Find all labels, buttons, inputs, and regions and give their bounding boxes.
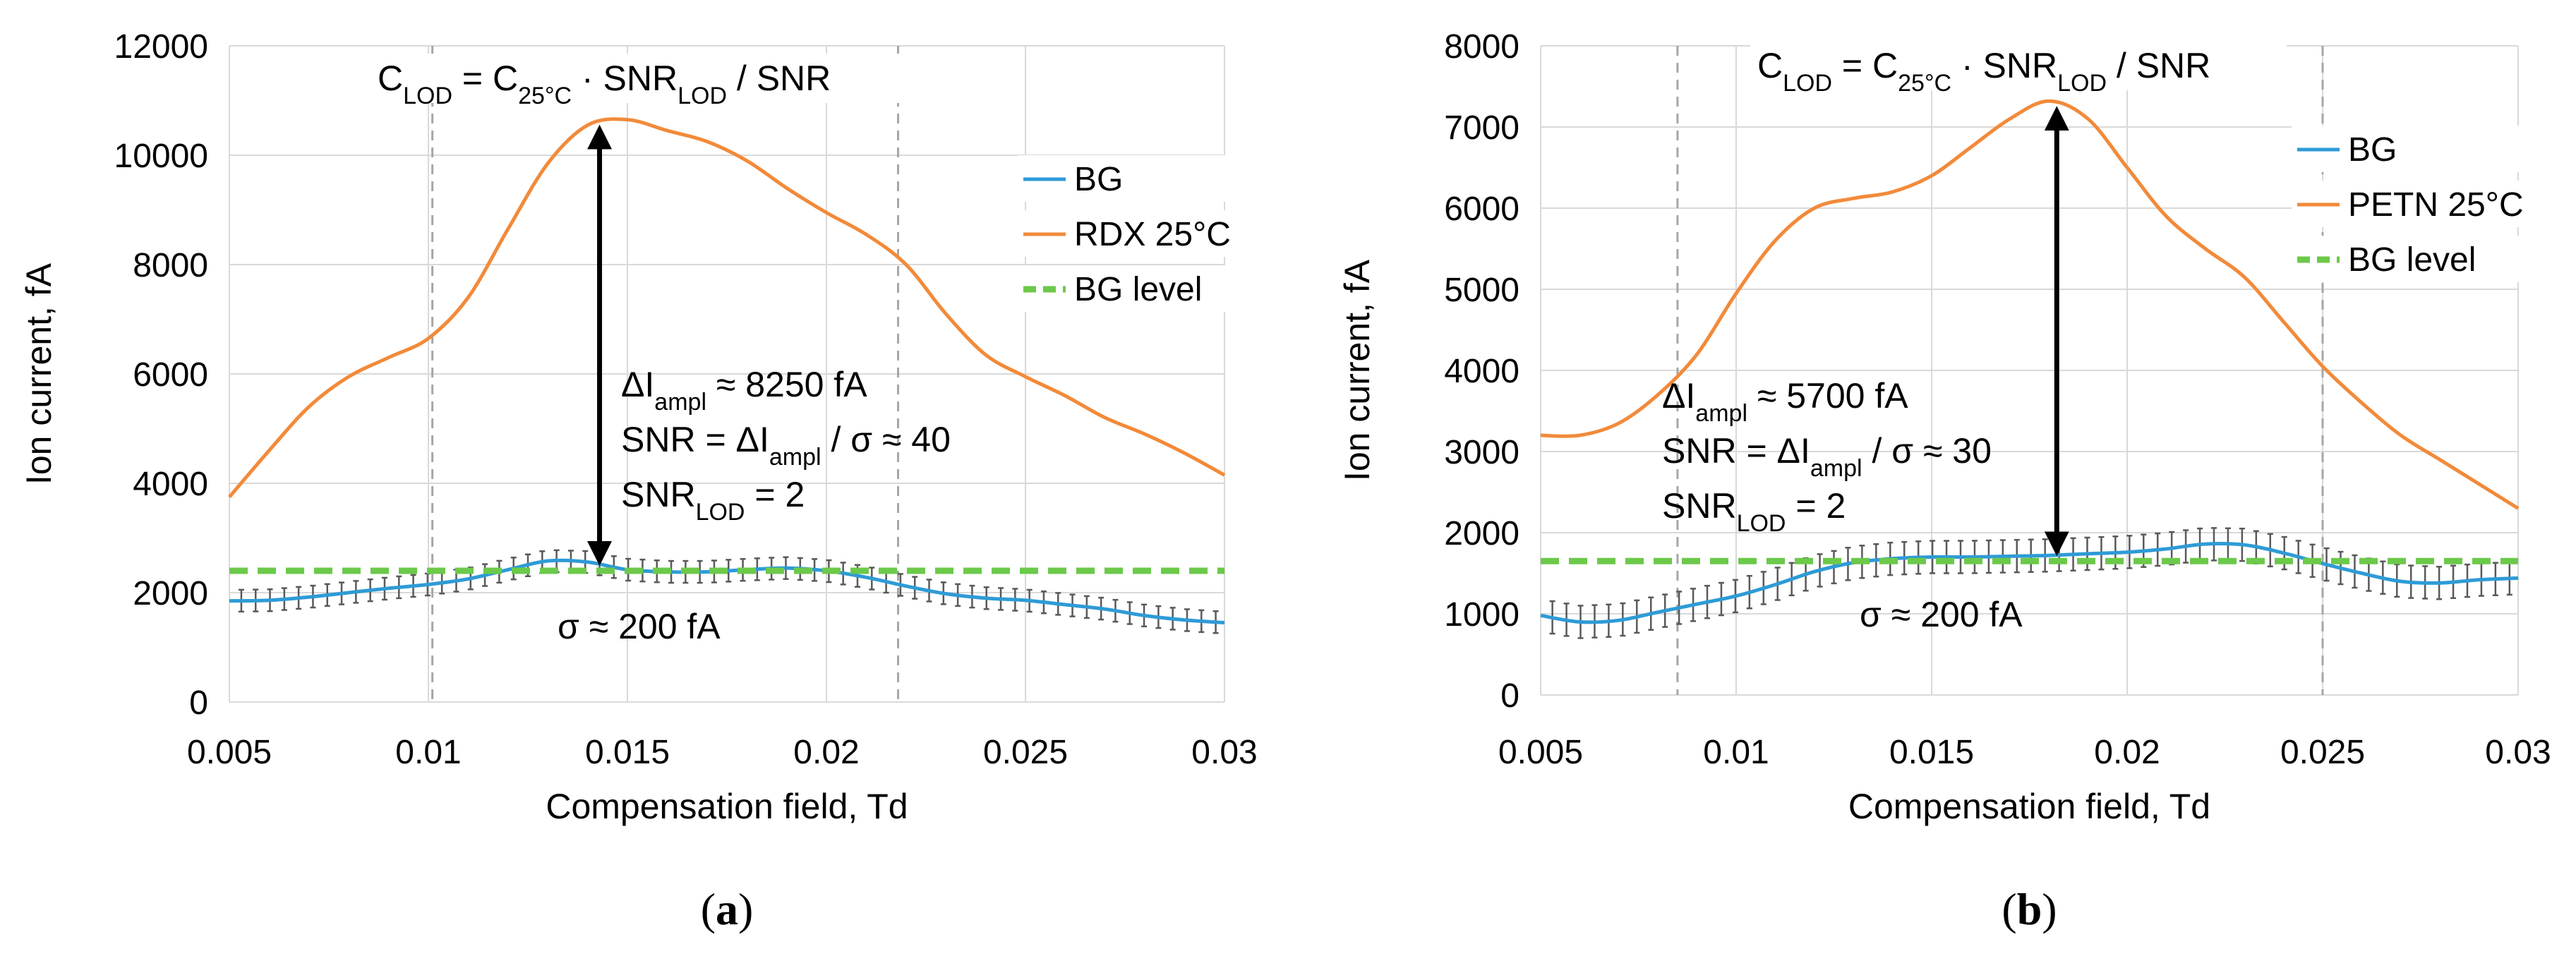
x-tick-label: 0.03 bbox=[2485, 734, 2551, 771]
legend-label: BG level bbox=[2348, 241, 2476, 279]
x-tick-label: 0.01 bbox=[395, 734, 461, 771]
y-tick-label: 4000 bbox=[133, 466, 208, 503]
x-axis-title: Compensation field, Td bbox=[1848, 787, 2210, 826]
x-tick-label: 0.005 bbox=[1498, 734, 1583, 771]
y-tick-label: 5000 bbox=[1444, 272, 1519, 309]
y-tick-label: 2000 bbox=[1444, 515, 1519, 552]
x-axis-title: Compensation field, Td bbox=[546, 787, 908, 826]
x-tick-label: 0.02 bbox=[793, 734, 859, 771]
y-tick-label: 7000 bbox=[1444, 109, 1519, 147]
panel-label: (b) bbox=[2002, 884, 2057, 934]
series-line-bg bbox=[1540, 541, 2519, 624]
chart-panel-b: 0.005 0.01 0.015 0.02 0.025 0.03 0 1000 2000 3000… bbox=[1337, 28, 2551, 934]
sigma-label: σ ≈ 200 fA bbox=[558, 607, 721, 646]
x-tick-label: 0.025 bbox=[983, 734, 1068, 771]
annotation-line: SNRLOD = 2 bbox=[621, 475, 805, 526]
y-tick-label: 10000 bbox=[114, 138, 208, 175]
y-tick-label: 8000 bbox=[1444, 28, 1519, 66]
x-tick-label: 0.015 bbox=[1889, 734, 1974, 771]
y-tick-label: 1000 bbox=[1444, 596, 1519, 634]
annotation-line: SNR = ΔIampl / σ ≈ 40 bbox=[621, 420, 951, 471]
y-tick-label: 0 bbox=[1500, 677, 1519, 715]
y-tick-label: 0 bbox=[189, 684, 208, 722]
panel-label: (a) bbox=[701, 884, 754, 934]
legend-background bbox=[1018, 265, 1258, 312]
legend-label: RDX 25°C bbox=[1074, 216, 1231, 253]
x-tick-label: 0.005 bbox=[187, 734, 272, 771]
legend-label: BG bbox=[2348, 131, 2397, 169]
series-line-analyte bbox=[1540, 99, 2520, 510]
x-tick-label: 0.015 bbox=[585, 734, 670, 771]
x-tick-label: 0.01 bbox=[1703, 734, 1769, 771]
y-axis-title: Ion current, fA bbox=[19, 262, 59, 485]
legend-label: BG bbox=[1074, 161, 1123, 198]
y-tick-label: 4000 bbox=[1444, 353, 1519, 390]
x-tick-label: 0.025 bbox=[2280, 734, 2365, 771]
chart-panel-a: 0.005 0.01 0.015 0.02 0.025 0.03 0 2000 4000 6000… bbox=[19, 28, 1258, 934]
x-tick-label: 0.02 bbox=[2094, 734, 2160, 771]
y-tick-label: 6000 bbox=[133, 356, 208, 394]
y-axis-title: Ion current, fA bbox=[1337, 259, 1377, 481]
sigma-label: σ ≈ 200 fA bbox=[1860, 595, 2023, 634]
legend-background bbox=[2292, 236, 2532, 282]
annotation-line: ΔIampl ≈ 5700 fA bbox=[1662, 376, 1908, 427]
legend-label: BG level bbox=[1074, 271, 1202, 308]
annotation-line: ΔIampl ≈ 8250 fA bbox=[621, 365, 867, 416]
formula-text: CLOD = C25°C · SNRLOD / SNR bbox=[378, 59, 831, 109]
annotation-line: SNR = ΔIampl / σ ≈ 30 bbox=[1662, 431, 1992, 482]
series-line-analyte bbox=[228, 117, 1226, 499]
formula-background bbox=[1750, 41, 2287, 90]
y-tick-label: 6000 bbox=[1444, 190, 1519, 228]
y-tick-label: 3000 bbox=[1444, 434, 1519, 471]
y-tick-label: 2000 bbox=[133, 575, 208, 612]
y-tick-label: 8000 bbox=[133, 247, 208, 284]
y-tick-label: 12000 bbox=[114, 28, 208, 66]
x-tick-label: 0.03 bbox=[1191, 734, 1257, 771]
formula-background bbox=[371, 54, 907, 103]
formula-text: CLOD = C25°C · SNRLOD / SNR bbox=[1757, 46, 2210, 97]
annotation-line: SNRLOD = 2 bbox=[1662, 486, 1846, 537]
legend-label: PETN 25°C bbox=[2348, 186, 2524, 224]
